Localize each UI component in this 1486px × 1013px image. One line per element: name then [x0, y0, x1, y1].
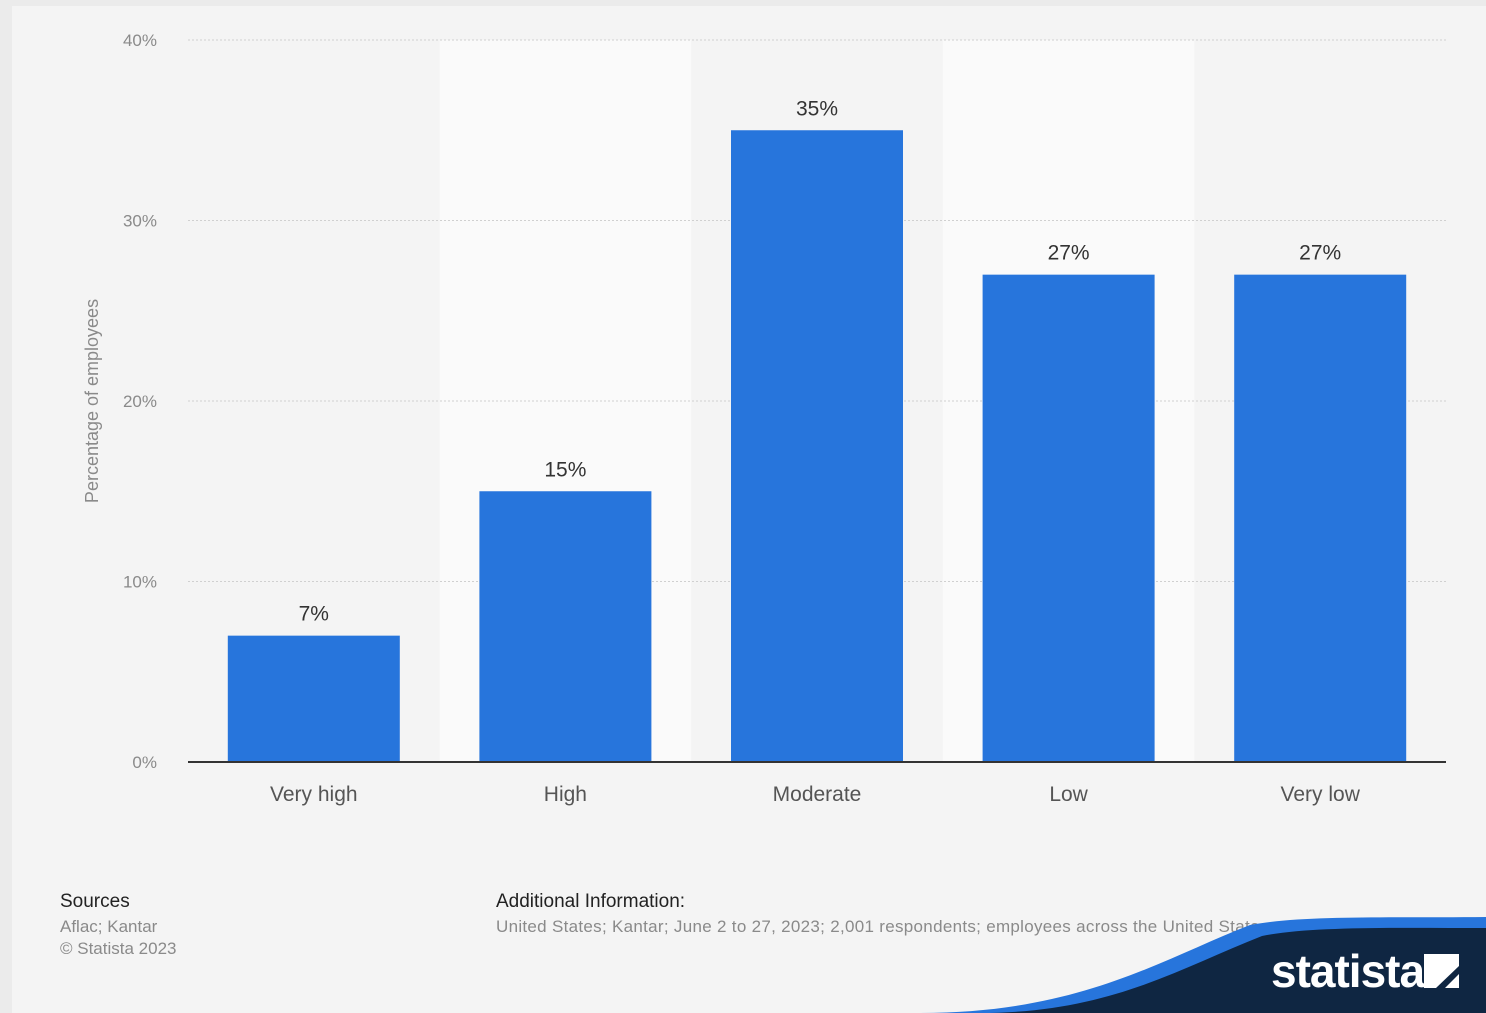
x-tick-label: Very low: [1281, 783, 1361, 806]
y-tick-label: 20%: [123, 392, 157, 411]
frame-top-border: [0, 0, 1486, 6]
x-tick-label: Very high: [270, 783, 358, 806]
value-label: 7%: [299, 603, 329, 626]
y-tick-labels: 0% 10% 20% 30% 40%: [123, 31, 157, 772]
bar-chart: 7% 15% 35% 27% 27% 0% 10% 20% 30% 40% Very high H…: [82, 31, 1446, 806]
y-tick-label: 30%: [123, 212, 157, 231]
y-tick-label: 10%: [123, 573, 157, 592]
y-tick-label: 40%: [123, 31, 157, 50]
value-labels: 7% 15% 35% 27% 27%: [299, 97, 1342, 625]
statista-logo-icon: [1424, 954, 1459, 988]
y-axis-title: Percentage of employees: [82, 299, 102, 503]
value-label: 27%: [1299, 242, 1341, 265]
value-label: 27%: [1048, 242, 1090, 265]
additional-info-title: Additional Information:: [496, 891, 686, 912]
bar[interactable]: [1234, 274, 1407, 762]
bar[interactable]: [731, 130, 903, 762]
sources-title[interactable]: Sources: [60, 891, 130, 912]
bar[interactable]: [227, 635, 400, 762]
x-tick-label: High: [544, 783, 587, 806]
value-label: 15%: [544, 458, 586, 481]
bar[interactable]: [982, 274, 1155, 762]
x-tick-label: Low: [1049, 783, 1088, 806]
bars: [227, 130, 1407, 762]
y-tick-label: 0%: [132, 753, 157, 772]
statista-logo-text[interactable]: statista: [1271, 945, 1425, 997]
frame-left-border: [0, 0, 12, 1013]
sources-line-1: Aflac; Kantar: [60, 917, 158, 936]
x-tick-labels: Very high High Moderate Low Very low: [270, 783, 1361, 806]
value-label: 35%: [796, 97, 838, 120]
bar[interactable]: [479, 491, 652, 762]
additional-info-text: United States; Kantar; June 2 to 27, 202…: [496, 917, 1269, 936]
x-tick-label: Moderate: [773, 783, 862, 806]
copyright-line: © Statista 2023: [60, 939, 177, 958]
